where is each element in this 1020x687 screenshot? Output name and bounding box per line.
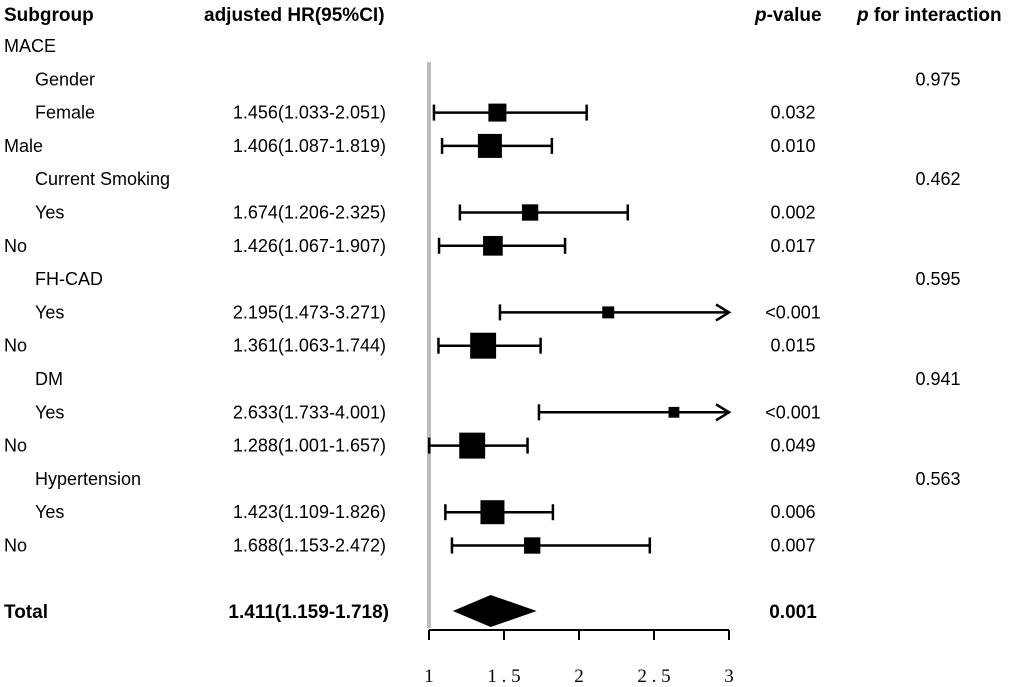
x-tick-label: 3 — [724, 666, 734, 687]
row-p-value: <0.001 — [765, 402, 821, 422]
row-hr-text: 1.426(1.067-1.907) — [233, 236, 386, 256]
total-label: Total — [4, 602, 48, 623]
row-hr-text: 1.361(1.063-1.744) — [233, 336, 386, 356]
row-p-interaction: 0.462 — [915, 169, 960, 189]
row-p-value: 0.006 — [770, 502, 815, 522]
row-p-value: 0.010 — [770, 136, 815, 156]
row-label: Yes — [35, 302, 64, 322]
row-p-interaction: 0.563 — [915, 469, 960, 489]
row-hr-text: 2.633(1.733-4.001) — [233, 402, 386, 422]
row-label: MACE — [4, 36, 56, 56]
header-p-italic: p — [754, 5, 767, 26]
point-estimate — [459, 432, 486, 459]
x-tick-label: 1 — [424, 666, 434, 687]
row-hr-text: 1.674(1.206-2.325) — [233, 203, 386, 223]
row-label: No — [4, 436, 27, 456]
total-diamond — [452, 595, 537, 627]
point-estimate — [668, 406, 680, 418]
x-tick-label: 2 — [574, 666, 584, 687]
row-label: No — [4, 336, 27, 356]
row-hr-text: 1.288(1.001-1.657) — [233, 436, 386, 456]
header-p-interaction: p for interaction — [856, 5, 1002, 26]
row-label: Yes — [35, 502, 64, 522]
row-label: Gender — [35, 69, 95, 89]
row-label: FH-CAD — [35, 269, 103, 289]
point-estimate — [524, 537, 541, 554]
header-p-rest: -value — [767, 5, 822, 26]
row-p-interaction: 0.595 — [915, 269, 960, 289]
total-p-value: 0.001 — [769, 602, 817, 623]
row-p-value: 0.032 — [770, 103, 815, 123]
row-p-interaction: 0.975 — [915, 69, 960, 89]
row-label: No — [4, 536, 27, 556]
ci-arrow — [715, 403, 732, 422]
row-label: DM — [35, 369, 63, 389]
header-hr: adjusted HR(95%CI) — [204, 5, 385, 26]
point-estimate — [477, 133, 502, 158]
plot-area — [427, 62, 732, 628]
row-hr-text: 2.195(1.473-3.271) — [233, 302, 386, 322]
header-pint-rest: for interaction — [869, 5, 1002, 26]
row-p-value: 0.049 — [770, 436, 815, 456]
x-tick-label: 2 . 5 — [637, 666, 670, 687]
row-label: Current Smoking — [35, 169, 170, 189]
row-label: Male — [4, 136, 43, 156]
row-p-value: 0.017 — [770, 236, 815, 256]
row-p-value: 0.015 — [770, 336, 815, 356]
ci-arrow — [715, 303, 732, 322]
point-estimate — [483, 235, 503, 256]
row-p-value: 0.002 — [770, 203, 815, 223]
row-p-value: <0.001 — [765, 302, 821, 322]
row-hr-text: 1.406(1.087-1.819) — [233, 136, 386, 156]
table-header: Subgroup adjusted HR(95%CI) p-value p fo… — [4, 5, 1002, 26]
header-subgroup: Subgroup — [4, 5, 94, 26]
point-estimate — [602, 306, 615, 319]
rows-layer: MACE Gender 0.975 Female 1.456(1.033-2.051) 0… — [4, 36, 961, 623]
point-estimate — [521, 204, 539, 221]
row-hr-text: 1.688(1.153-2.472) — [233, 536, 386, 556]
x-tick-label: 1 . 5 — [487, 666, 520, 687]
row-label: Hypertension — [35, 469, 141, 489]
row-p-value: 0.007 — [770, 536, 815, 556]
row-p-interaction: 0.941 — [915, 369, 960, 389]
row-label: Yes — [35, 402, 64, 422]
row-hr-text: 1.423(1.109-1.826) — [233, 502, 386, 522]
point-estimate — [488, 103, 507, 122]
row-label: Female — [35, 103, 95, 123]
point-estimate — [480, 500, 505, 525]
row-label: No — [4, 236, 27, 256]
x-axis: 1 1 . 5 2 2 . 5 3 — [424, 629, 734, 687]
row-hr-text: 1.456(1.033-2.051) — [233, 103, 386, 123]
header-p-value: p-value — [754, 5, 822, 26]
total-hr-text: 1.411(1.159-1.718) — [228, 602, 389, 623]
point-estimate — [470, 332, 497, 359]
header-pint-italic: p — [856, 5, 869, 26]
row-label: Yes — [35, 203, 64, 223]
